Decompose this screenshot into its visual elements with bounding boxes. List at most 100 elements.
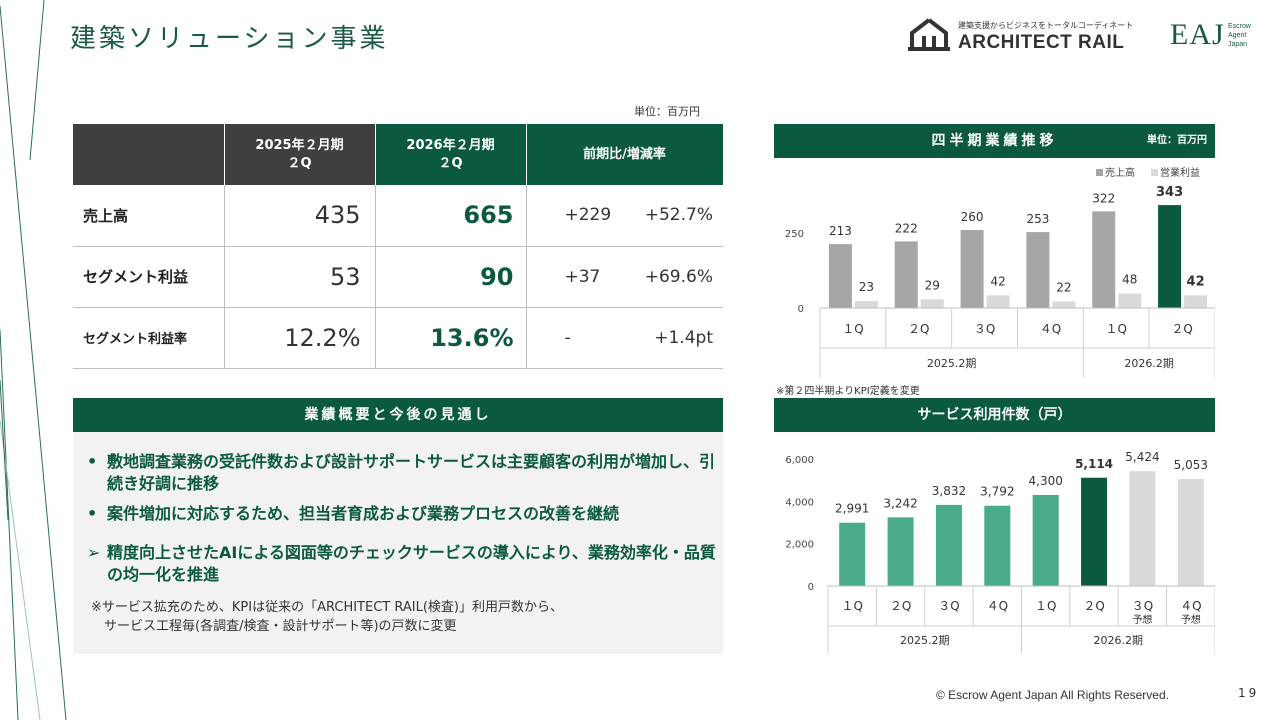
bullet-text: 精度向上させたAIによる図面等のチェックサービスの導入により、業務効率化・品質の… bbox=[107, 543, 716, 584]
y-tick-label: 2,000 bbox=[785, 540, 814, 551]
bar-usage bbox=[1032, 494, 1059, 586]
bar-usage bbox=[887, 517, 914, 586]
comparison-cell: +37 +69.6% bbox=[526, 246, 723, 308]
header-2025: 2025年２月期 ２Q bbox=[224, 124, 376, 185]
data-label-sales: 322 bbox=[1092, 191, 1115, 205]
comparison-cell: - +1.4pt bbox=[526, 307, 723, 369]
header-2026: 2026年２月期 ２Q bbox=[375, 124, 527, 185]
x-tick-label: １Q bbox=[1035, 599, 1056, 613]
data-label-profit: 48 bbox=[1122, 273, 1137, 287]
logo-tagline: 建築支援からビジネスをトータルコーディネート bbox=[958, 21, 1134, 30]
x-tick-label: ２Q bbox=[1171, 322, 1192, 336]
bar-usage bbox=[1129, 471, 1156, 586]
data-label-profit: 22 bbox=[1056, 280, 1071, 294]
group-label: 2026.2期 bbox=[1094, 634, 1144, 647]
chart1-heading: 四半期業績推移 単位：百万円 bbox=[774, 124, 1215, 158]
bar-profit bbox=[920, 299, 944, 308]
chart1-note: ※第２四半期よりKPI定義を変更 bbox=[776, 386, 920, 397]
chart1-title: 四半期業績推移 bbox=[931, 133, 1058, 149]
rate-value: +1.4pt bbox=[654, 327, 713, 348]
row-label: セグメント利益 bbox=[73, 246, 225, 308]
bar-sales bbox=[1092, 211, 1116, 308]
x-tick-label: ４Q bbox=[987, 599, 1008, 613]
table-row: セグメント利益 53 90 +37 +69.6% bbox=[73, 246, 723, 308]
copyright: © Escrow Agent Japan All Rights Reserved… bbox=[936, 688, 1169, 702]
x-tick-label: １Q bbox=[1106, 322, 1127, 336]
y-tick-label: 0 bbox=[808, 582, 814, 593]
row-label: セグメント利益率 bbox=[73, 307, 225, 369]
table-row: 売上高 435 665 +229 +52.7% bbox=[73, 185, 723, 247]
page-title: 建築ソリューション事業 bbox=[70, 24, 389, 54]
x-tick-label: ２Q bbox=[1083, 599, 1104, 613]
bar-sales bbox=[894, 241, 918, 308]
bar-profit bbox=[1052, 301, 1076, 308]
bar-sales bbox=[1158, 205, 1182, 308]
chart2-title: サービス利用件数（戸） bbox=[917, 407, 1072, 423]
data-label-sales: 253 bbox=[1026, 212, 1049, 226]
diff-value: - bbox=[564, 327, 571, 348]
x-tick-label: ３Q bbox=[974, 322, 995, 336]
house-logo-icon bbox=[908, 18, 950, 51]
summary-bullet: • 案件増加に対応するため、担当者育成および業務プロセスの改善を継続 bbox=[87, 503, 717, 525]
diff-value: +229 bbox=[564, 205, 612, 226]
diff-value: +37 bbox=[564, 266, 601, 287]
forecast-label: 予想 bbox=[1132, 613, 1152, 626]
bar-profit bbox=[986, 295, 1010, 308]
quarterly-results-chart: 売上高 営業利益 0 250 213 23 222 29 260 42 253 22 322 48 343 4… bbox=[785, 166, 1215, 378]
chart2-heading: サービス利用件数（戸） bbox=[774, 398, 1215, 432]
bar-usage bbox=[839, 522, 866, 586]
row-label: 売上高 bbox=[73, 185, 225, 247]
x-tick-label: ２Q bbox=[908, 322, 929, 336]
group-label: 2025.2期 bbox=[927, 357, 977, 370]
bar-profit bbox=[854, 301, 878, 308]
data-label-sales: 260 bbox=[961, 210, 984, 224]
value-2026: 90 bbox=[375, 246, 527, 308]
data-label-sales: 222 bbox=[895, 221, 918, 235]
x-tick-label: １Q bbox=[841, 599, 862, 613]
summary-note: ※サービス拡充のため、KPIは従来の「ARCHITECT RAIL(検査)」利用… bbox=[91, 600, 563, 634]
summary-bullet: • 敷地調査業務の受託件数および設計サポートサービスは主要顧客の利用が増加し、引… bbox=[87, 451, 717, 495]
x-tick-label: ２Q bbox=[890, 599, 911, 613]
bar-sales bbox=[828, 244, 852, 308]
x-tick-label: ４Q bbox=[1040, 322, 1061, 336]
data-label-usage: 5,053 bbox=[1174, 458, 1208, 472]
data-label-profit: 29 bbox=[925, 278, 940, 292]
table-unit: 単位：百万円 bbox=[634, 105, 700, 118]
arrow-icon: ➢ bbox=[87, 543, 101, 562]
legend-swatch-profit bbox=[1151, 169, 1158, 176]
architect-rail-logo: 建築支援からビジネスをトータルコーディネート ARCHITECT RAIL bbox=[908, 18, 1138, 58]
data-label-sales: 343 bbox=[1156, 185, 1183, 200]
rate-value: +52.7% bbox=[644, 205, 713, 226]
bullet-marker: • bbox=[87, 452, 98, 471]
data-label-profit: 42 bbox=[1187, 274, 1205, 289]
eaj-subtext: Escrow Agent Japan bbox=[1228, 23, 1251, 48]
eaj-logo: EAJ Escrow Agent Japan bbox=[1170, 18, 1270, 58]
table-corner bbox=[73, 124, 225, 185]
data-label-usage: 4,300 bbox=[1029, 474, 1063, 488]
table-header-row: 2025年２月期 ２Q 2026年２月期 ２Q 前期比/増減率 bbox=[73, 124, 724, 185]
data-label-usage: 3,792 bbox=[980, 485, 1014, 499]
x-tick-label: ３Q bbox=[938, 599, 959, 613]
bar-usage bbox=[984, 505, 1011, 586]
legend-label-profit: 営業利益 bbox=[1160, 166, 1200, 179]
bar-profit bbox=[1184, 295, 1208, 308]
summary-panel: • 敷地調査業務の受託件数および設計サポートサービスは主要顧客の利用が増加し、引… bbox=[73, 432, 723, 654]
group-label: 2026.2期 bbox=[1124, 357, 1174, 370]
data-label-usage: 3,242 bbox=[883, 496, 917, 510]
kpi-table: 2025年２月期 ２Q 2026年２月期 ２Q 前期比/増減率 売上高 435 … bbox=[73, 124, 724, 369]
bar-sales bbox=[1026, 232, 1050, 308]
x-tick-label: ３Q bbox=[1132, 599, 1153, 613]
forecast-label: 予想 bbox=[1181, 613, 1201, 626]
bar-usage bbox=[1177, 479, 1204, 586]
page-number: 19 bbox=[1238, 686, 1260, 700]
bar-sales bbox=[960, 230, 984, 308]
data-label-usage: 3,832 bbox=[932, 484, 966, 498]
header-comparison: 前期比/増減率 bbox=[526, 124, 724, 185]
value-2025: 53 bbox=[224, 246, 376, 308]
comparison-cell: +229 +52.7% bbox=[526, 185, 723, 247]
rate-value: +69.6% bbox=[644, 266, 713, 287]
value-2026: 13.6% bbox=[375, 307, 527, 369]
bar-usage bbox=[1081, 477, 1108, 586]
summary-heading: 業績概要と今後の見通し bbox=[73, 398, 723, 432]
chart1-unit: 単位：百万円 bbox=[1147, 135, 1207, 146]
